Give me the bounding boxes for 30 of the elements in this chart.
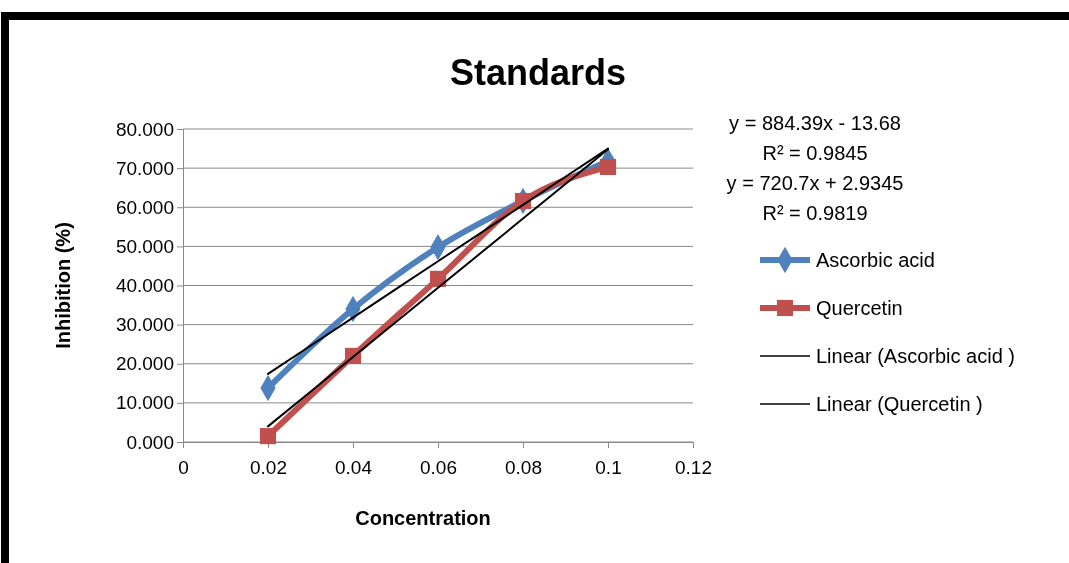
y-tick-label: 0.000: [126, 431, 174, 453]
y-tick-label: 50.000: [115, 235, 174, 257]
y-tick-label: 80.000: [115, 118, 174, 140]
text: y = 720.7x + 2.9345: [726, 172, 904, 194]
text: y = 884.39x - 13.68: [729, 112, 901, 134]
x-axis-title: Concentration: [355, 507, 491, 529]
y-tick-label: 20.000: [115, 353, 174, 375]
point: [429, 270, 447, 287]
x-tick-label: 0.04: [335, 456, 373, 478]
legend-label: Quercetin: [816, 297, 903, 319]
y-axis-title: Inhibition (%): [52, 222, 74, 349]
x-tick-label: 0: [178, 456, 189, 478]
text: R² = 0.9819: [762, 202, 868, 224]
legend-label: Ascorbic acid: [816, 249, 935, 271]
y-tick-label: 30.000: [115, 314, 174, 336]
x-tick-label: 0.02: [250, 456, 287, 478]
text: R² = 0.9845: [762, 142, 868, 164]
x-tick-label: 0.12: [675, 456, 712, 478]
point: [259, 428, 277, 445]
y-tick-label: 10.000: [115, 392, 174, 414]
y-tick-label: 70.000: [115, 157, 174, 179]
legend-label: Linear (Ascorbic acid ): [816, 345, 1015, 367]
point: [599, 158, 617, 176]
y-tick-label: 60.000: [115, 196, 174, 218]
legend-label: Linear (Quercetin ): [816, 393, 983, 415]
chart-title: Standards: [449, 52, 627, 93]
x-tick-label: 0.06: [420, 456, 457, 478]
x-tick-label: 0.1: [595, 456, 622, 478]
x-tick-label: 0.08: [505, 456, 542, 478]
y-tick-label: 40.000: [115, 275, 174, 297]
